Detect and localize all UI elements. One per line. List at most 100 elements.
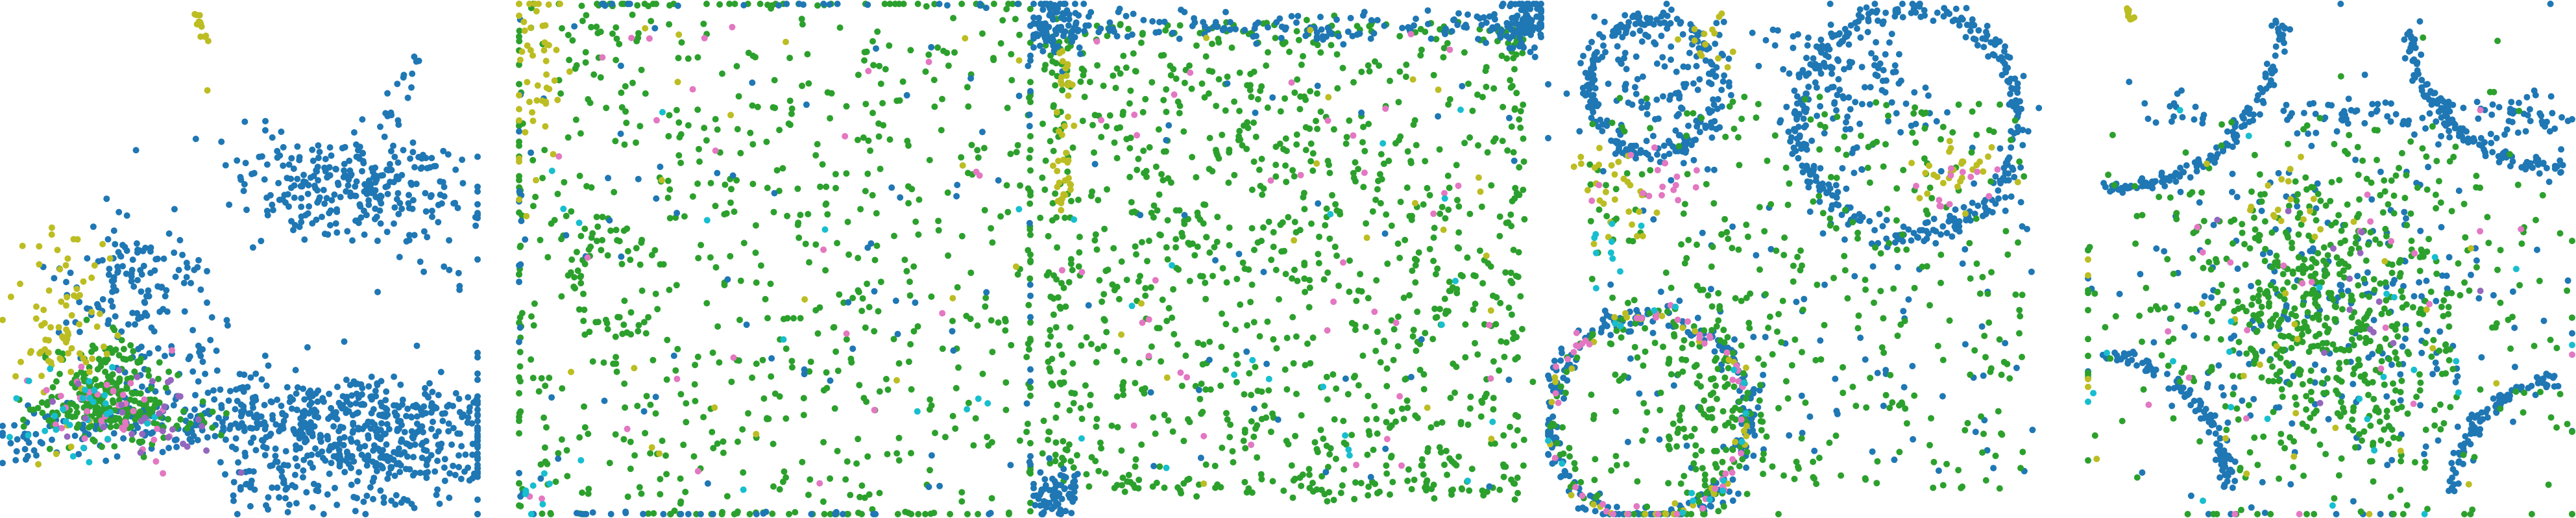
scatter-point [576,434,583,441]
scatter-point [820,1,827,7]
scatter-point [149,429,156,436]
scatter-point [109,303,116,310]
scatter-point [764,315,771,322]
scatter-point [1969,16,1976,23]
scatter-point [1041,34,1049,42]
scatter-point [25,432,32,439]
scatter-point [1012,16,1019,23]
scatter-point [516,324,524,331]
scatter-point [358,391,365,398]
scatter-point [1038,486,1045,493]
scatter-point [359,384,366,391]
scatter-point [183,260,190,266]
scatter-point [111,327,118,334]
scatter-point [104,373,112,380]
scatter-point [735,438,741,445]
scatter-point [1307,360,1314,367]
scatter-point [930,77,938,84]
scatter-point [1226,26,1233,33]
scatter-point [380,172,387,179]
scatter-point [571,23,578,30]
scatter-point [304,344,311,351]
scatter-point [805,80,812,87]
scatter-point [1313,160,1320,167]
scatter-point [1002,327,1009,334]
scatter-point [1103,328,1110,336]
scatter-point [1800,115,1807,122]
scatter-point [581,403,587,410]
scatter-point [1069,497,1076,504]
scatter-point [757,1,764,7]
scatter-point [1291,219,1298,225]
scatter-point [584,254,591,261]
series-purple [49,367,245,476]
scatter-point [524,79,531,86]
scatter-point [1056,379,1063,386]
scatter-point [237,486,244,493]
scatter-point [468,420,476,427]
scatter-point [613,24,620,31]
scatter-point [652,290,659,297]
scatter-point [974,147,981,154]
scatter-point [282,448,289,455]
scatter-point [1142,95,1149,103]
scatter-point [932,430,938,436]
scatter-point [1027,188,1034,195]
scatter-point [1950,217,1958,225]
scatter-point [1971,210,1978,217]
scatter-point [88,349,95,355]
scatter-point [1622,12,1629,19]
scatter-point [1080,71,1087,79]
scatter-point [204,389,212,397]
scatter-point [1169,314,1176,321]
scatter-point [1479,280,1487,287]
scatter-point [1500,432,1507,439]
scatter-point [823,384,831,391]
scatter-point [1071,216,1078,223]
scatter-point [284,462,291,469]
scatter-point [965,399,972,406]
scatter-point [1224,73,1231,80]
scatter-point [408,181,415,188]
scatter-point [282,199,289,206]
series-cyan [522,108,1023,517]
scatter-point [1027,167,1034,174]
scatter-point [1376,62,1383,69]
scatter-point [1050,147,1057,154]
scatter-point [1060,284,1067,291]
scatter-point [119,241,126,249]
scatter-point [945,252,952,259]
scatter-point [280,162,287,169]
scatter-point [1290,477,1297,484]
scatter-point [147,244,154,251]
scatter-point [440,147,447,154]
scatter-point [474,411,481,418]
scatter-point [1373,415,1380,423]
scatter-point [786,511,792,517]
scatter-point [1120,53,1127,60]
scatter-point [120,426,127,433]
scatter-point [876,489,883,497]
scatter-point [120,435,127,442]
scatter-point [1632,21,1639,27]
scatter-point [574,267,581,274]
scatter-point [374,380,381,387]
scatter-point [410,454,417,461]
scatter-point [181,308,188,315]
scatter-point [395,159,402,166]
scatter-point [516,243,524,251]
scatter-point [1446,46,1453,53]
scatter-point [1435,86,1442,93]
scatter-point [1371,402,1378,410]
scatter-point [767,280,774,288]
scatter-point [1934,9,1941,16]
scatter-point [84,255,91,262]
scatter-point [805,491,812,499]
scatter-point [1026,219,1033,227]
scatter-point [1346,117,1353,124]
scatter-point [701,125,708,132]
scatter-point [1206,249,1213,256]
scatter-point [663,471,670,478]
scatter-point [1274,416,1282,423]
scatter-point [134,246,141,253]
